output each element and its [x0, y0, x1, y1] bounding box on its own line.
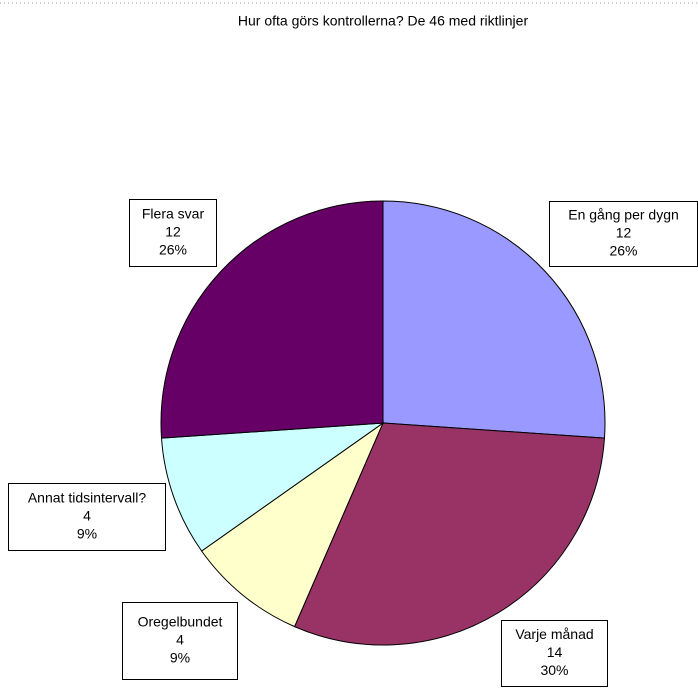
slice-value: 12 [165, 224, 181, 240]
label-box [549, 201, 698, 267]
slice-name: Annat tidsintervall? [28, 490, 147, 506]
pie-slice [160, 200, 384, 439]
slice-value: 4 [83, 508, 91, 524]
slice-name: Flera svar [142, 206, 205, 222]
label-box [122, 602, 238, 680]
slice-name: Varje månad [515, 626, 593, 642]
slice-value: 12 [616, 225, 632, 241]
slice-percent: 26% [159, 242, 187, 258]
label-box [501, 620, 608, 687]
chart-title: Hur ofta görs kontrollerna? De 46 med ri… [238, 13, 529, 29]
slice-percent: 9% [170, 650, 190, 666]
slice-percent: 9% [77, 526, 97, 542]
pie-slice [200, 421, 385, 628]
slice-name: Oregelbundet [138, 614, 223, 630]
pie-slice [293, 422, 606, 646]
slice-value: 4 [176, 632, 184, 648]
label-box [8, 483, 166, 551]
slice-percent: 26% [609, 243, 637, 259]
slice-value: 14 [547, 644, 563, 660]
slice-name: En gång per dygn [568, 207, 679, 223]
slice-percent: 30% [540, 662, 568, 678]
pie-slice [382, 200, 606, 439]
label-box [129, 199, 217, 267]
pie-slice [160, 422, 385, 552]
